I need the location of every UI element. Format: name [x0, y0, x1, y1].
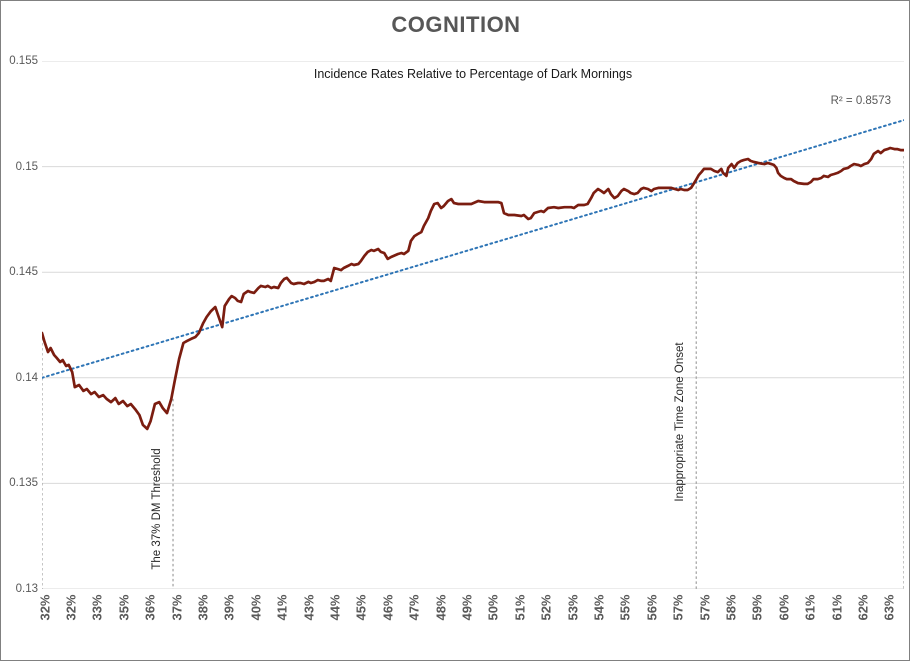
plot-area	[42, 61, 904, 589]
x-axis-label: 57%	[697, 594, 712, 621]
x-axis-label: 44%	[327, 594, 343, 621]
x-axis-label: 58%	[723, 594, 739, 621]
x-axis-label: 54%	[591, 594, 607, 621]
trendline-r-squared-label: R² = 0.8573	[830, 95, 891, 107]
y-axis-label: 0.15	[15, 160, 38, 173]
annotation-timezone-onset-label: Inappropriate Time Zone Onset	[674, 342, 686, 502]
y-axis-label: 0.13	[15, 583, 38, 595]
x-axis-label: 43%	[301, 594, 316, 621]
x-axis-label: 53%	[565, 594, 580, 621]
x-axis-label: 51%	[512, 594, 528, 621]
x-axis-label: 62%	[855, 594, 871, 621]
x-axis-label: 36%	[142, 594, 158, 621]
x-axis-label: 59%	[749, 594, 765, 621]
x-axis-label: 45%	[353, 594, 369, 621]
x-axis-label: 52%	[538, 594, 554, 621]
x-axis-label: 37%	[169, 594, 184, 621]
y-axis-label: 0.14	[15, 371, 38, 384]
x-axis-label: 63%	[881, 594, 897, 621]
x-axis-label: 48%	[433, 594, 448, 621]
x-axis-label: 60%	[776, 594, 792, 621]
x-axis-label: 50%	[485, 594, 501, 621]
x-axis-label: 40%	[248, 594, 264, 621]
x-axis-label: 39%	[221, 594, 237, 621]
x-axis-label: 33%	[89, 594, 105, 621]
incidence-rate-line	[42, 146, 904, 431]
y-axis-label: 0.135	[9, 477, 38, 490]
x-axis-label: 46%	[380, 594, 396, 621]
x-axis-label: 57%	[670, 594, 686, 621]
x-axis-label: 61%	[802, 594, 818, 621]
y-axis-label: 0.145	[9, 266, 38, 279]
x-axis-label: 55%	[617, 594, 633, 621]
x-axis-label: 49%	[459, 594, 475, 621]
y-axis-label: 0.155	[9, 55, 38, 67]
x-axis-label: 61%	[829, 594, 844, 621]
x-axis-label: 41%	[274, 594, 290, 621]
x-axis-label: 56%	[644, 594, 660, 621]
chart-subtitle: Incidence Rates Relative to Percentage o…	[313, 67, 633, 81]
x-axis-label: 38%	[195, 594, 211, 621]
x-axis-label: 35%	[116, 594, 132, 621]
x-axis-label: 32%	[63, 594, 79, 621]
annotation-dm-threshold-label: The 37% DM Threshold	[151, 448, 163, 570]
x-axis-label: 47%	[406, 594, 422, 621]
chart-title: COGNITION	[391, 12, 521, 37]
x-axis-label: 32%	[37, 594, 52, 621]
trendline	[42, 119, 904, 379]
